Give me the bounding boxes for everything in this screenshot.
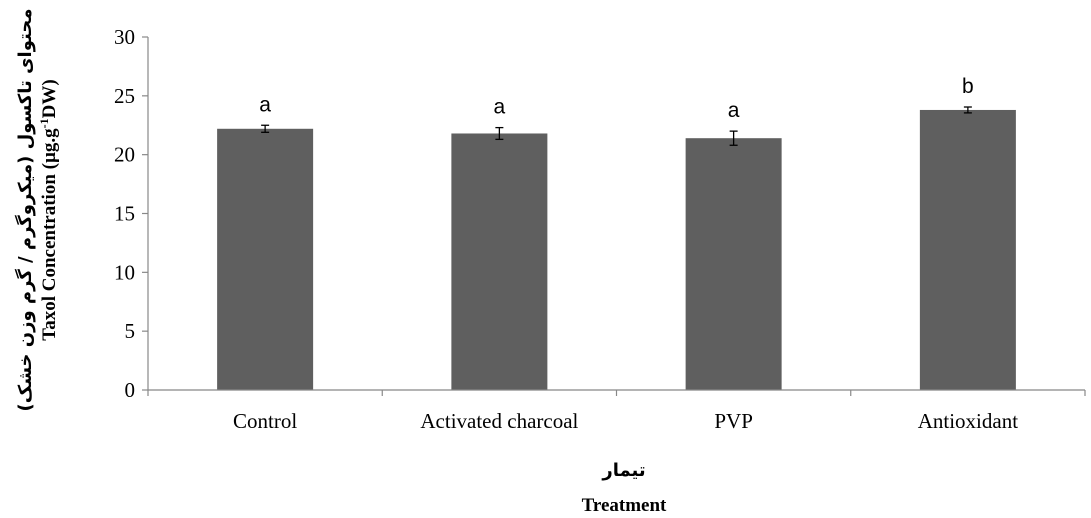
y-tick-label: 5 bbox=[125, 319, 136, 343]
bar bbox=[919, 109, 1016, 390]
category-label: Control bbox=[233, 409, 297, 433]
y-tick-label: 30 bbox=[114, 25, 135, 49]
significance-letter: a bbox=[728, 99, 740, 122]
y-tick-label: 15 bbox=[114, 202, 135, 226]
y-tick-label: 25 bbox=[114, 84, 135, 108]
y-axis-ticks: 0 5 10 15 20 25 30 bbox=[114, 25, 148, 402]
bar bbox=[217, 128, 314, 390]
error-bar bbox=[963, 106, 972, 114]
y-axis-title-persian: محتوای تاکسول (میکروگرم / گرم وزن خشک) bbox=[14, 9, 36, 412]
significance-letter: a bbox=[259, 93, 271, 116]
significance-letter: a bbox=[494, 96, 506, 119]
category-label: PVP bbox=[714, 409, 753, 433]
error-bar bbox=[729, 130, 738, 146]
error-bar bbox=[495, 126, 504, 141]
significance-letter: b bbox=[962, 75, 974, 98]
y-tick-label: 10 bbox=[114, 260, 135, 284]
y-axis-title-superscript: -1 bbox=[37, 118, 51, 128]
significance-letters-group: a a a b bbox=[259, 75, 973, 122]
y-tick-label: 0 bbox=[125, 378, 136, 402]
category-labels-group: Control Activated charcoal PVP Antioxidant bbox=[233, 409, 1018, 433]
y-axis-title: Taxol Concentration (µg.g-1DW) bbox=[37, 79, 60, 340]
category-label: Activated charcoal bbox=[420, 409, 578, 433]
bar bbox=[685, 138, 782, 390]
x-axis-ticks bbox=[147, 390, 1086, 396]
y-tick-label: 20 bbox=[114, 143, 135, 167]
bars-group bbox=[217, 109, 1016, 390]
error-bars-group bbox=[261, 106, 972, 146]
x-axis-title: Treatment bbox=[582, 495, 667, 516]
x-axis-title-persian: تیمار bbox=[601, 460, 645, 481]
category-label: Antioxidant bbox=[918, 409, 1018, 433]
bar bbox=[451, 133, 548, 390]
error-bar bbox=[261, 124, 270, 133]
y-axis-title-end: DW) bbox=[39, 79, 60, 118]
y-axis-title-main: Taxol Concentration (µg.g bbox=[39, 128, 60, 341]
